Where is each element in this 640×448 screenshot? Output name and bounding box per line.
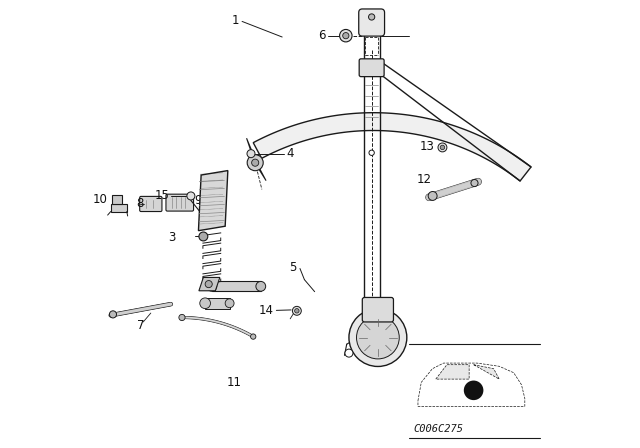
- Polygon shape: [111, 204, 127, 211]
- FancyBboxPatch shape: [362, 297, 394, 322]
- Polygon shape: [199, 277, 220, 291]
- Circle shape: [187, 192, 195, 200]
- Polygon shape: [436, 365, 469, 379]
- Polygon shape: [112, 195, 122, 204]
- Text: 5: 5: [289, 261, 297, 274]
- Circle shape: [205, 280, 212, 288]
- Circle shape: [340, 30, 352, 42]
- FancyBboxPatch shape: [140, 196, 162, 211]
- Circle shape: [428, 191, 437, 200]
- Circle shape: [349, 309, 407, 366]
- Text: 2: 2: [205, 173, 212, 186]
- Circle shape: [294, 309, 299, 313]
- Text: 13: 13: [420, 140, 435, 153]
- Text: 14: 14: [259, 304, 274, 317]
- Polygon shape: [253, 113, 531, 181]
- Text: 12: 12: [416, 173, 431, 186]
- Text: 10: 10: [92, 193, 107, 206]
- Text: 1: 1: [232, 13, 239, 26]
- Text: 3: 3: [168, 231, 175, 244]
- Circle shape: [369, 150, 374, 155]
- FancyBboxPatch shape: [359, 59, 384, 77]
- Circle shape: [471, 180, 478, 187]
- Circle shape: [199, 232, 208, 241]
- Circle shape: [292, 306, 301, 315]
- Circle shape: [225, 299, 234, 308]
- Polygon shape: [474, 365, 499, 379]
- Circle shape: [438, 143, 447, 152]
- FancyBboxPatch shape: [359, 9, 385, 36]
- Polygon shape: [246, 138, 266, 181]
- Text: 15: 15: [155, 190, 170, 202]
- Circle shape: [252, 159, 259, 166]
- Text: 6: 6: [318, 29, 326, 42]
- Text: 8: 8: [136, 198, 143, 211]
- Text: 4: 4: [286, 147, 294, 160]
- Polygon shape: [212, 281, 260, 291]
- Circle shape: [207, 281, 217, 291]
- Circle shape: [247, 155, 263, 171]
- Circle shape: [345, 349, 353, 357]
- Circle shape: [247, 150, 255, 158]
- FancyBboxPatch shape: [166, 194, 193, 211]
- Circle shape: [250, 334, 256, 339]
- Text: C006C275: C006C275: [413, 424, 463, 434]
- Text: 9: 9: [195, 194, 202, 207]
- Circle shape: [200, 298, 211, 309]
- Circle shape: [179, 314, 185, 321]
- Circle shape: [464, 380, 483, 400]
- Circle shape: [440, 145, 445, 150]
- Circle shape: [256, 281, 266, 291]
- Polygon shape: [418, 363, 525, 406]
- Polygon shape: [205, 298, 230, 309]
- Circle shape: [369, 14, 375, 20]
- Polygon shape: [198, 171, 228, 231]
- Circle shape: [342, 33, 349, 39]
- Text: 7: 7: [138, 319, 145, 332]
- Circle shape: [109, 311, 116, 318]
- Circle shape: [356, 316, 399, 359]
- Text: 11: 11: [227, 376, 241, 389]
